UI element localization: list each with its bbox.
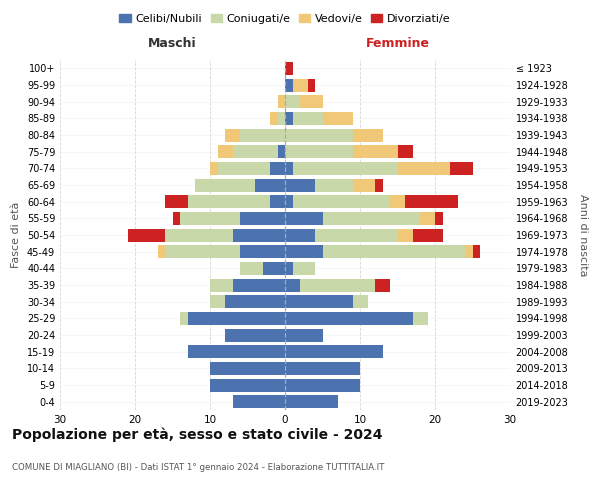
Bar <box>240 245 285 258</box>
Text: Popolazione per età, sesso e stato civile - 2024: Popolazione per età, sesso e stato civil… <box>12 428 383 442</box>
Bar <box>323 212 420 225</box>
Bar <box>473 245 480 258</box>
Bar <box>165 195 187 208</box>
Bar <box>240 212 285 225</box>
Bar <box>413 312 427 325</box>
Bar <box>285 228 315 241</box>
Bar <box>398 162 450 175</box>
Bar <box>293 195 390 208</box>
Bar <box>263 262 285 275</box>
Bar <box>353 178 375 192</box>
Bar <box>255 178 285 192</box>
Bar <box>180 212 240 225</box>
Bar <box>173 212 180 225</box>
Bar <box>285 262 293 275</box>
Bar <box>285 295 353 308</box>
Y-axis label: Anni di nascita: Anni di nascita <box>578 194 588 276</box>
Bar <box>187 345 285 358</box>
Bar <box>420 212 435 225</box>
Bar <box>308 78 315 92</box>
Bar <box>353 145 398 158</box>
Bar <box>277 95 285 108</box>
Bar <box>218 162 270 175</box>
Bar <box>435 212 443 225</box>
Bar <box>285 378 360 392</box>
Bar <box>353 128 383 141</box>
Bar <box>390 195 405 208</box>
Bar <box>225 328 285 342</box>
Bar <box>240 128 285 141</box>
Bar <box>285 78 293 92</box>
Bar <box>285 345 383 358</box>
Bar <box>285 362 360 375</box>
Bar <box>240 262 263 275</box>
Bar <box>270 195 285 208</box>
Bar <box>157 245 165 258</box>
Bar <box>293 112 323 125</box>
Bar <box>285 178 315 192</box>
Text: Femmine: Femmine <box>365 37 430 50</box>
Bar <box>293 262 315 275</box>
Bar <box>195 178 255 192</box>
Bar <box>233 395 285 408</box>
Bar <box>293 78 308 92</box>
Bar <box>210 362 285 375</box>
Bar <box>233 145 277 158</box>
Bar <box>300 278 375 291</box>
Text: Maschi: Maschi <box>148 37 197 50</box>
Bar <box>323 245 465 258</box>
Bar <box>285 128 353 141</box>
Bar <box>398 145 413 158</box>
Bar <box>187 312 285 325</box>
Bar <box>375 278 390 291</box>
Y-axis label: Fasce di età: Fasce di età <box>11 202 21 268</box>
Bar <box>180 312 187 325</box>
Bar <box>187 195 270 208</box>
Bar <box>300 95 323 108</box>
Bar <box>353 295 367 308</box>
Bar <box>323 112 353 125</box>
Bar <box>285 328 323 342</box>
Bar <box>233 278 285 291</box>
Bar <box>285 162 293 175</box>
Bar <box>285 112 293 125</box>
Bar <box>270 162 285 175</box>
Text: COMUNE DI MIAGLIANO (BI) - Dati ISTAT 1° gennaio 2024 - Elaborazione TUTTITALIA.: COMUNE DI MIAGLIANO (BI) - Dati ISTAT 1°… <box>12 462 385 471</box>
Bar <box>293 162 398 175</box>
Bar <box>398 228 413 241</box>
Bar <box>165 228 233 241</box>
Legend: Celibi/Nubili, Coniugati/e, Vedovi/e, Divorziati/e: Celibi/Nubili, Coniugati/e, Vedovi/e, Di… <box>115 10 455 29</box>
Bar <box>218 145 233 158</box>
Bar <box>210 378 285 392</box>
Bar <box>413 228 443 241</box>
Bar <box>285 145 353 158</box>
Bar <box>375 178 383 192</box>
Bar <box>128 228 165 241</box>
Bar <box>210 278 233 291</box>
Bar <box>405 195 458 208</box>
Bar <box>285 395 337 408</box>
Bar <box>285 95 300 108</box>
Bar <box>285 312 413 325</box>
Bar <box>285 245 323 258</box>
Bar <box>225 128 240 141</box>
Bar <box>465 245 473 258</box>
Bar <box>225 295 285 308</box>
Bar <box>315 228 398 241</box>
Bar <box>210 295 225 308</box>
Bar <box>165 245 240 258</box>
Bar <box>277 145 285 158</box>
Bar <box>315 178 353 192</box>
Bar <box>210 162 218 175</box>
Bar <box>450 162 473 175</box>
Bar <box>285 212 323 225</box>
Bar <box>285 278 300 291</box>
Bar <box>285 62 293 75</box>
Bar <box>277 112 285 125</box>
Bar <box>233 228 285 241</box>
Bar <box>285 195 293 208</box>
Bar <box>270 112 277 125</box>
